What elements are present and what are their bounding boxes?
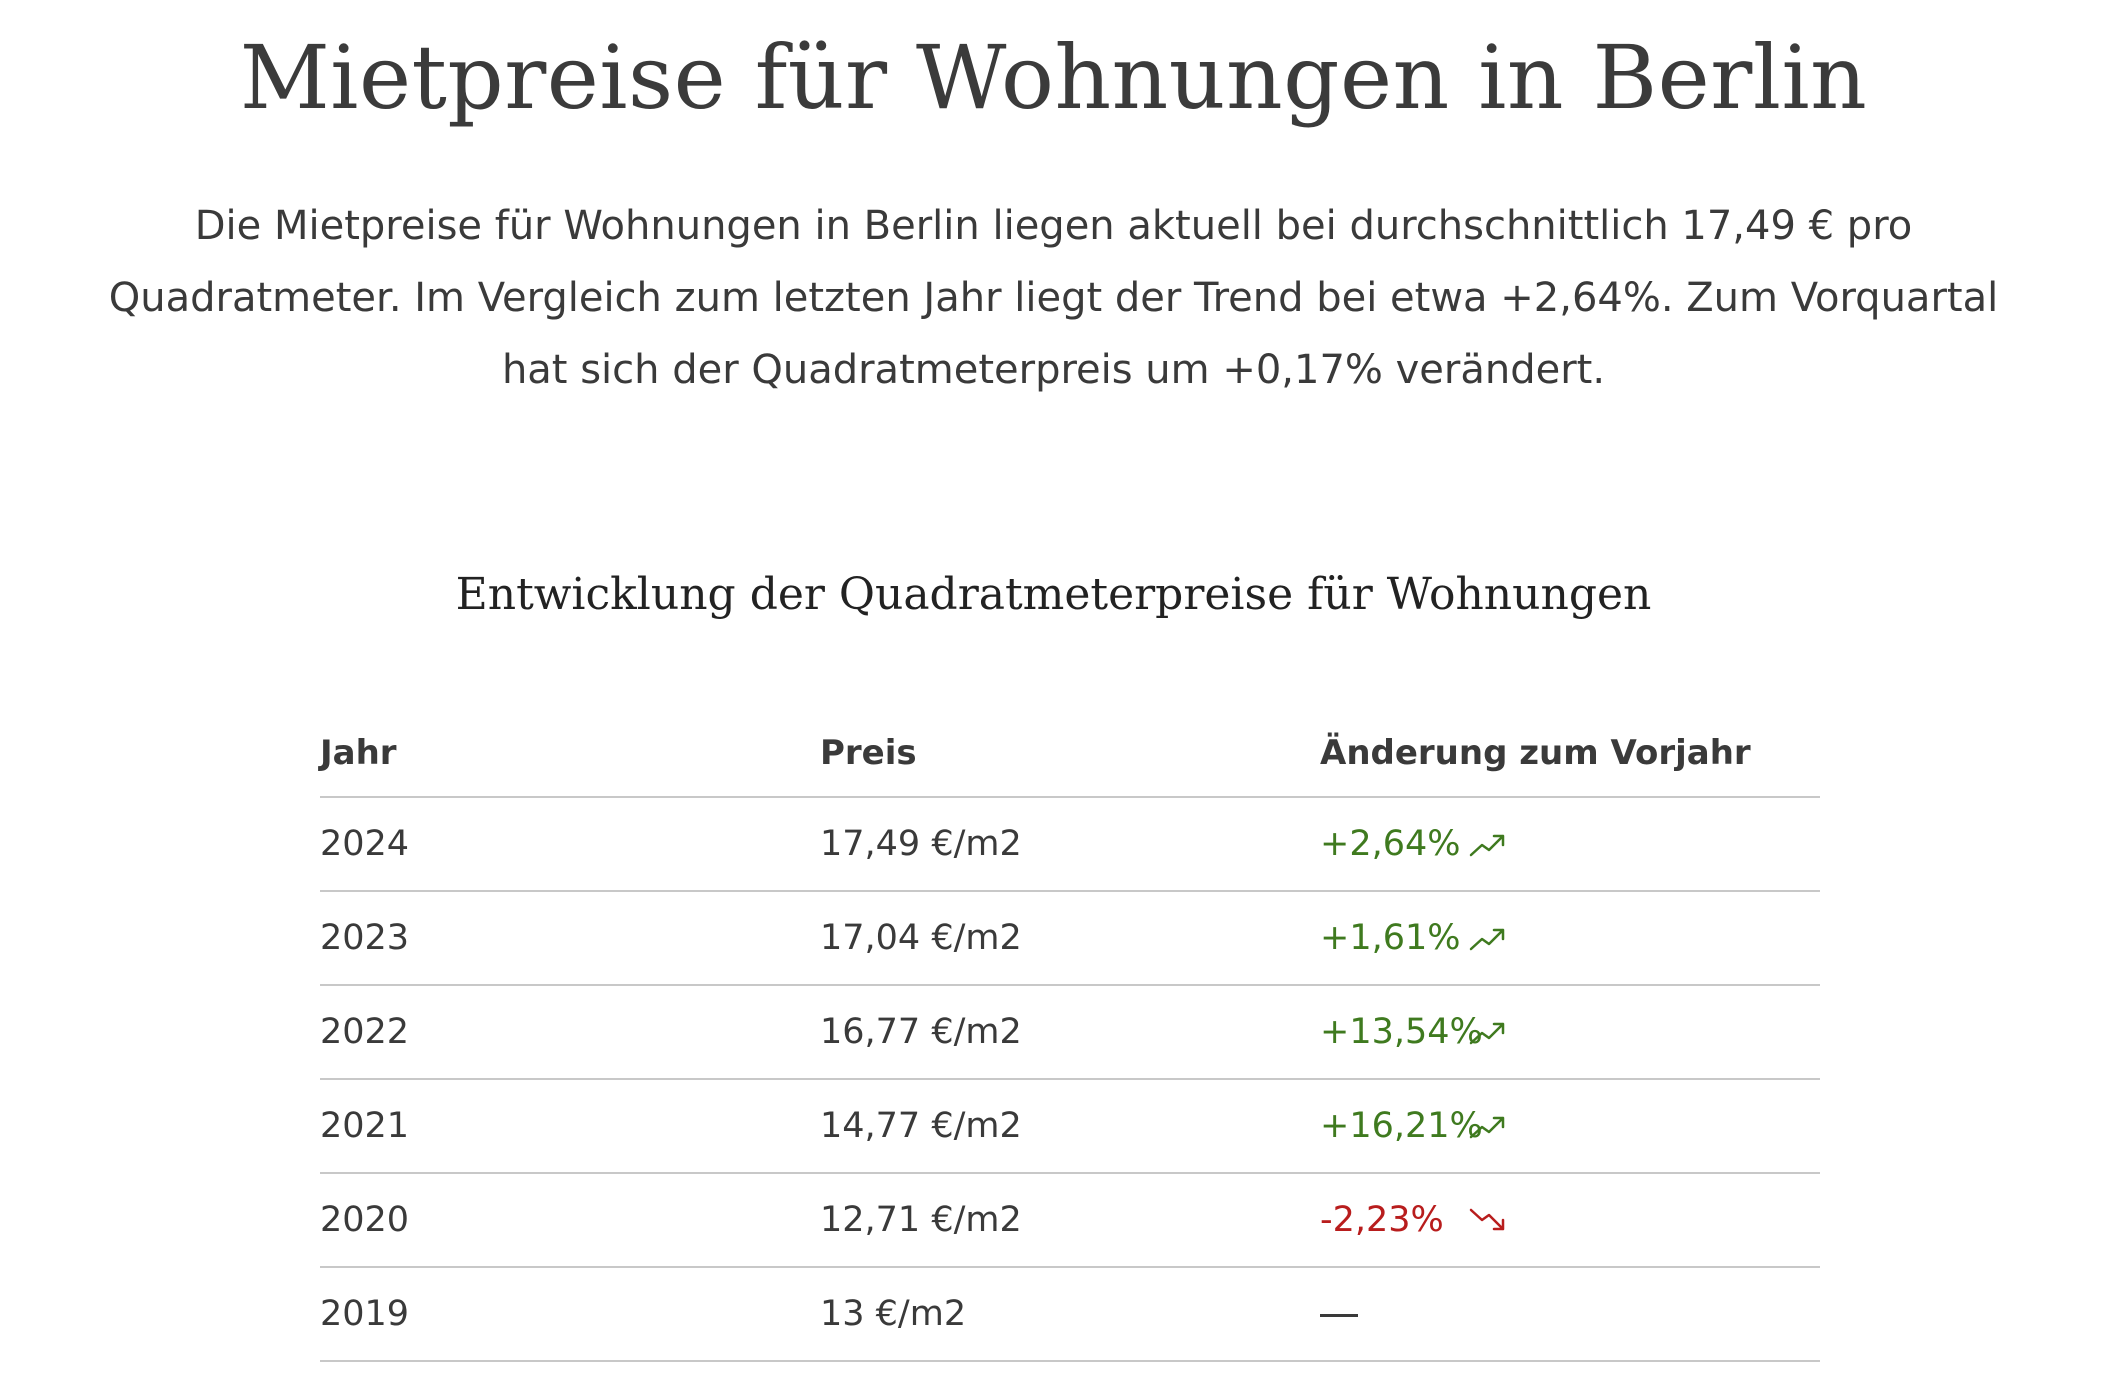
table-row: 2022 16,77 €/m2 +13,54% xyxy=(320,985,1820,1079)
table-title: Entwicklung der Quadratmeterpreise für W… xyxy=(455,569,1652,620)
dash-icon xyxy=(1320,1313,1358,1317)
price-table-container: Jahr Preis Änderung zum Vorjahr 2024 17,… xyxy=(320,710,1820,1362)
cell-year: 2023 xyxy=(320,918,410,958)
cell-change: -2,23% xyxy=(1320,1173,1820,1267)
price-table: Jahr Preis Änderung zum Vorjahr 2024 17,… xyxy=(320,710,1820,1362)
change-wrap: -2,23% xyxy=(1320,1200,1508,1240)
change-wrap: +1,61% xyxy=(1320,918,1508,958)
change-value: +13,54% xyxy=(1320,1012,1483,1052)
change-wrap: +2,64% xyxy=(1320,824,1508,864)
cell-year: 2020 xyxy=(320,1200,410,1240)
header-year: Jahr xyxy=(320,733,397,773)
cell-change: +16,21% xyxy=(1320,1079,1820,1173)
cell-price: 14,77 €/m2 xyxy=(820,1106,1022,1146)
cell-price: 13 €/m2 xyxy=(820,1294,967,1334)
table-row: 2023 17,04 €/m2 +1,61% xyxy=(320,891,1820,985)
trend-up-icon xyxy=(1469,928,1505,951)
trend-up-icon xyxy=(1469,834,1505,857)
table-row: 2024 17,49 €/m2 +2,64% xyxy=(320,797,1820,891)
table-row: 2020 12,71 €/m2 -2,23% xyxy=(320,1173,1820,1267)
change-value: +16,21% xyxy=(1320,1106,1483,1146)
table-body: 2024 17,49 €/m2 +2,64% 2023 17,04 €/m2 xyxy=(320,797,1820,1361)
cell-change: +13,54% xyxy=(1320,985,1820,1079)
table-header: Jahr Preis Änderung zum Vorjahr xyxy=(320,710,1820,797)
cell-price: 17,04 €/m2 xyxy=(820,918,1022,958)
trend-down-icon xyxy=(1469,1208,1505,1231)
change-wrap: +16,21% xyxy=(1320,1106,1508,1146)
change-value: +2,64% xyxy=(1320,824,1461,864)
trend-up-icon xyxy=(1469,1022,1505,1045)
page-title: Mietpreise für Wohnungen in Berlin xyxy=(239,26,1868,129)
cell-year: 2022 xyxy=(320,1012,410,1052)
cell-change: +1,61% xyxy=(1320,891,1820,985)
change-wrap: +13,54% xyxy=(1320,1012,1508,1052)
cell-change: +2,64% xyxy=(1320,797,1820,891)
cell-price: 17,49 €/m2 xyxy=(820,824,1022,864)
trend-up-icon xyxy=(1469,1116,1505,1139)
intro-text: Die Mietpreise für Wohnungen in Berlin l… xyxy=(108,203,1999,393)
cell-change xyxy=(1320,1267,1820,1361)
cell-price: 12,71 €/m2 xyxy=(820,1200,1022,1240)
cell-year: 2024 xyxy=(320,824,410,864)
change-value: -2,23% xyxy=(1320,1200,1444,1240)
cell-price: 16,77 €/m2 xyxy=(820,1012,1022,1052)
table-header-row: Jahr Preis Änderung zum Vorjahr xyxy=(320,710,1820,797)
table-row: 2019 13 €/m2 xyxy=(320,1267,1820,1361)
table-row: 2021 14,77 €/m2 +16,21% xyxy=(320,1079,1820,1173)
header-price: Preis xyxy=(820,733,917,773)
cell-year: 2021 xyxy=(320,1106,410,1146)
cell-year: 2019 xyxy=(320,1294,410,1334)
header-change: Änderung zum Vorjahr xyxy=(1320,733,1751,773)
change-value: +1,61% xyxy=(1320,918,1461,958)
